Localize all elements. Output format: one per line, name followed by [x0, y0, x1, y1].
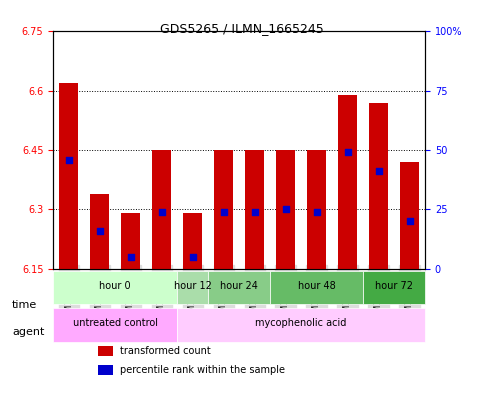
FancyBboxPatch shape	[177, 271, 208, 304]
FancyBboxPatch shape	[270, 271, 363, 304]
Text: agent: agent	[12, 327, 44, 337]
Text: hour 48: hour 48	[298, 281, 335, 290]
Point	[189, 254, 197, 260]
Text: hour 0: hour 0	[99, 281, 131, 290]
Bar	[152, 150, 171, 269]
Text: untreated control: untreated control	[72, 318, 157, 328]
FancyBboxPatch shape	[177, 308, 425, 342]
Bar	[307, 150, 326, 269]
Text: hour 12: hour 12	[174, 281, 212, 290]
Text: GDS5265 / ILMN_1665245: GDS5265 / ILMN_1665245	[159, 22, 324, 35]
Bar	[121, 213, 140, 269]
Point	[96, 228, 103, 234]
Point	[251, 209, 258, 215]
Point	[127, 254, 134, 260]
Bar	[98, 346, 113, 356]
Text: hour 72: hour 72	[375, 281, 413, 290]
Bar	[338, 95, 357, 269]
Text: percentile rank within the sample: percentile rank within the sample	[120, 365, 285, 375]
Point	[282, 206, 289, 213]
Point	[344, 149, 352, 156]
Bar	[184, 213, 202, 269]
Text: mycophenolic acid: mycophenolic acid	[256, 318, 347, 328]
Text: transformed count: transformed count	[120, 346, 211, 356]
Point	[375, 168, 383, 174]
Text: hour 24: hour 24	[220, 281, 258, 290]
Bar	[369, 103, 388, 269]
Bar	[400, 162, 419, 269]
Bar	[245, 150, 264, 269]
Point	[65, 156, 72, 163]
Bar	[98, 365, 113, 375]
FancyBboxPatch shape	[53, 308, 177, 342]
Bar	[90, 194, 109, 269]
FancyBboxPatch shape	[363, 271, 425, 304]
Point	[220, 209, 227, 215]
Point	[158, 209, 166, 215]
Bar	[214, 150, 233, 269]
Bar	[276, 150, 295, 269]
FancyBboxPatch shape	[208, 271, 270, 304]
Point	[406, 218, 413, 224]
FancyBboxPatch shape	[53, 271, 177, 304]
Bar	[59, 83, 78, 269]
Text: time: time	[12, 299, 37, 310]
Point	[313, 209, 320, 215]
